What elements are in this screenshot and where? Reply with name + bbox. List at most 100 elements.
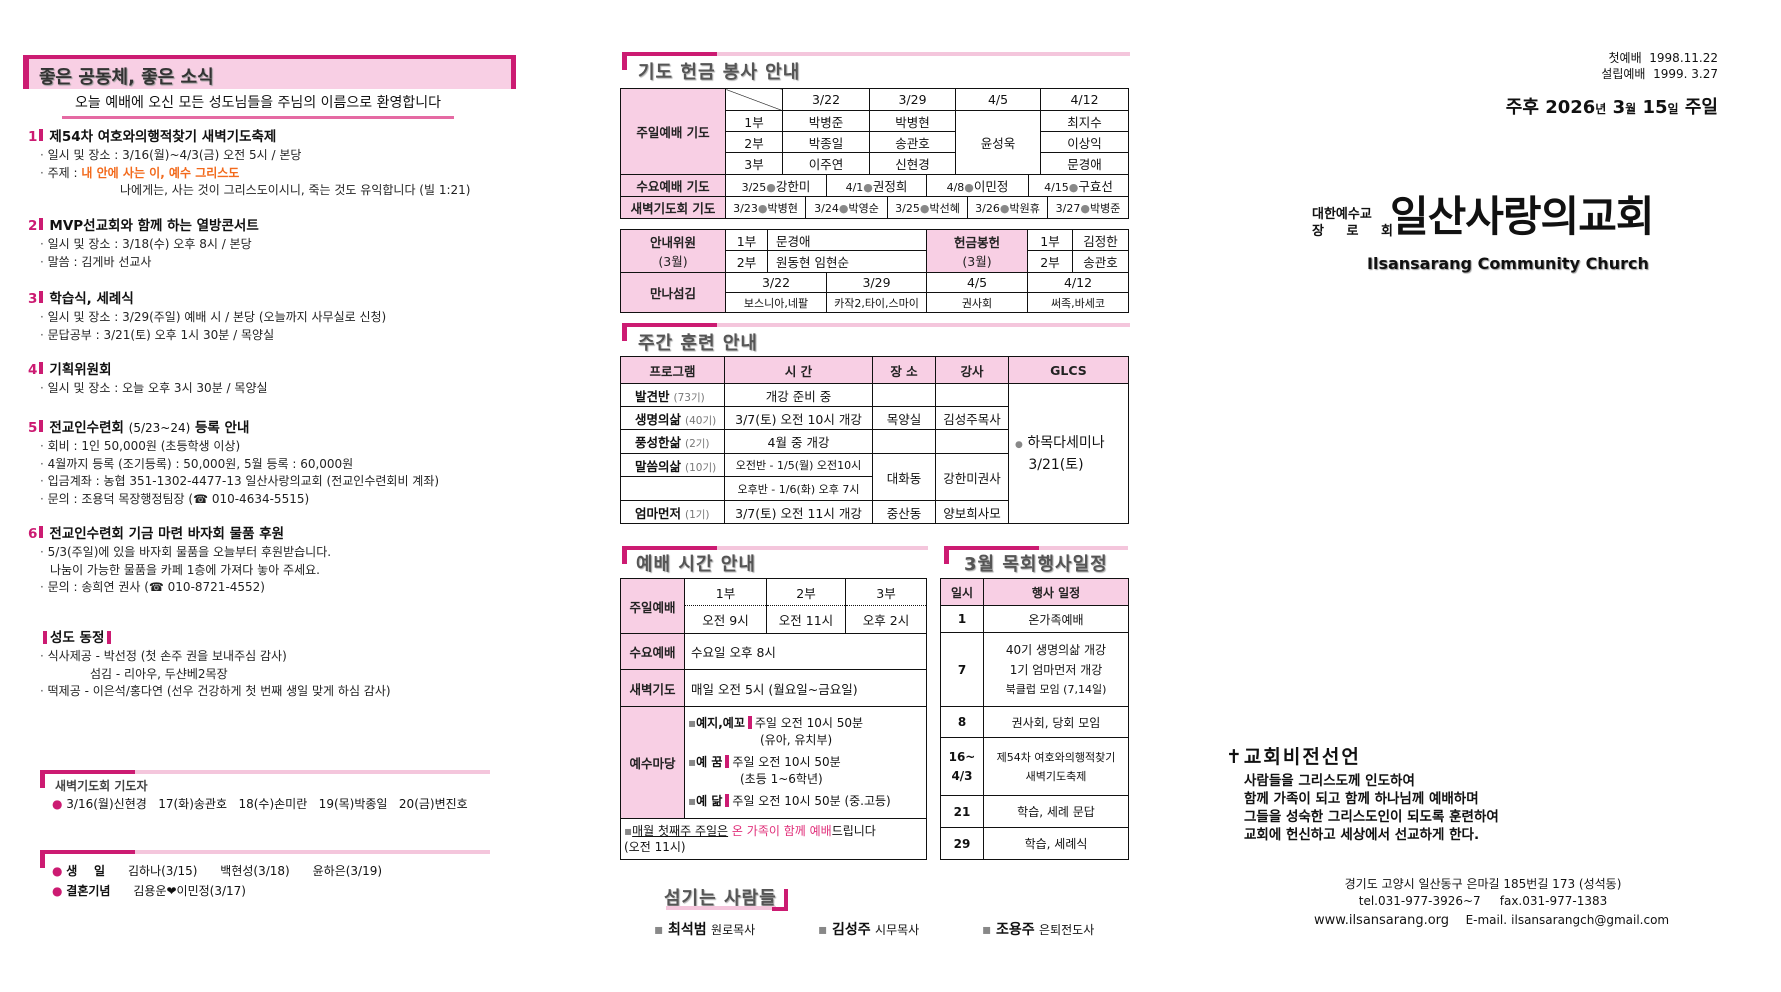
jesus-yard-label: 예수마당 bbox=[620, 706, 685, 819]
birthday-list: 김하나(3/15) 백현성(3/18) 윤하은(3/19) bbox=[127, 864, 383, 878]
program-name: 풍성한삶 (2기) bbox=[620, 429, 725, 454]
item-line: 식사제공 - 박선정 (첫 손주 권을 보내주심 감사) bbox=[28, 648, 528, 666]
item-line: 회비 : 1인 50,000원 (초등학생 이상) bbox=[28, 438, 528, 456]
date-header: 4/5 bbox=[926, 272, 1028, 293]
program-place bbox=[872, 383, 936, 407]
dawn-prayer-cell: 3/24●박영순 bbox=[805, 196, 888, 219]
event-text: 학습, 세례 문답 bbox=[983, 795, 1129, 828]
date-header: 3/29 bbox=[826, 272, 927, 293]
news-header: 좋은 공동체, 좋은 소식 bbox=[23, 55, 516, 89]
service-time: 오전 9시 bbox=[684, 605, 767, 634]
item-number: 6 bbox=[28, 526, 43, 542]
jesus-yard-item: ▪예 닮 주일 오전 10시 50분 (중.고등) bbox=[688, 794, 891, 808]
prayer-name: 최지수 bbox=[1040, 110, 1129, 132]
wednesday-prayer-table: 수요예배 기도 3/25●강한미 4/1●권정희 4/8●이민정 4/15●구효… bbox=[620, 174, 1129, 197]
birthdays: ● 생 일 김하나(3/15) 백현성(3/18) 윤하은(3/19) bbox=[52, 864, 383, 878]
congregation-title: 성도 동정 bbox=[50, 630, 105, 646]
email-link[interactable]: ilsansarangch@gmail.com bbox=[1511, 913, 1670, 927]
table-row: 엄마먼저 (1기) 3/7(토) 오전 11시 개강 중산동 양보희사모 bbox=[620, 500, 1129, 524]
item-title: MVP선교회와 함께 하는 열방콘서트 bbox=[49, 218, 259, 234]
item-number: 3 bbox=[28, 291, 43, 307]
schedule-section-title: 3월 목회행사일정 bbox=[964, 554, 1108, 575]
item-number: 1 bbox=[28, 129, 43, 145]
date-header: 4/12 bbox=[1027, 272, 1129, 293]
empty-cell bbox=[620, 476, 725, 501]
manna-group: 카작2,타이,스마이 bbox=[826, 292, 927, 313]
item-line: 문의 : 송희연 권사 (☎ 010-8721-4552) bbox=[28, 579, 528, 597]
news-item-5: 5 전교인수련회 (5/23~24) 등록 안내 회비 : 1인 50,000원 … bbox=[28, 418, 528, 508]
schedule-table: 일시 행사 일정 1 온가족예배 7 40기 생명의삶 개강 1기 엄마먼저 개강 북클럽… bbox=[940, 578, 1129, 860]
date-header: 3/22 bbox=[725, 272, 827, 293]
jesus-yard-item: ▪예지,예꼬 주일 오전 10시 50분 bbox=[688, 716, 864, 730]
column-header: 시 간 bbox=[724, 356, 873, 384]
item-title: 기획위원회 bbox=[49, 362, 112, 378]
program-name: 엄마먼저 (1기) bbox=[620, 500, 725, 524]
vision-statement: 사람들을 그리스도께 인도하여 함께 가족이 되고 함께 하나님께 예배하며 그… bbox=[1244, 772, 1499, 844]
church-dates: 첫예배 1998.11.22 설립예배 1999. 3.27 bbox=[1601, 50, 1718, 82]
event-text: 온가족예배 bbox=[983, 605, 1129, 633]
service-label: 1부 bbox=[1027, 229, 1073, 251]
column-header: 강사 bbox=[935, 356, 1009, 384]
column-header: 프로그램 bbox=[620, 356, 725, 384]
first-worship-date: 1998.11.22 bbox=[1649, 51, 1718, 65]
program-teacher bbox=[935, 383, 1009, 407]
jesus-yard-item: ▪예 꿈 주일 오전 10시 50분 bbox=[688, 755, 841, 769]
sunday-prayer-label: 주일예배 기도 bbox=[620, 88, 726, 175]
verse: 나에게는, 사는 것이 그리스도이시니, 죽는 것도 유익합니다 (빌 1:21… bbox=[120, 183, 471, 197]
manna-group: 보스니아,네팔 bbox=[725, 292, 827, 313]
program-time: 4월 중 개강 bbox=[724, 429, 873, 454]
fax: fax.031-977-1383 bbox=[1499, 894, 1608, 908]
news-item-1: 1 제54차 여호와의행적찾기 새벽기도축제 일시 및 장소 : 3/16(월)~… bbox=[28, 127, 528, 200]
news-item-6: 6 전교인수련회 기금 마련 바자회 물품 후원 5/3(주일)에 있을 바자회 … bbox=[28, 524, 528, 597]
offering-name: 김정한 bbox=[1072, 229, 1129, 251]
program-place: 대화동 bbox=[872, 453, 936, 501]
telephone: tel.031-977-3926~7 bbox=[1358, 894, 1481, 908]
event-text: 제54차 여호와의행적찾기 새벽기도축제 bbox=[983, 737, 1129, 796]
table-row: 1 온가족예배 bbox=[940, 605, 1129, 633]
website-link[interactable]: www.ilsansarang.org bbox=[1314, 913, 1450, 928]
church-contact: 경기도 고양시 일산동구 은마길 185번길 173 (성석동) tel.031… bbox=[1318, 876, 1648, 910]
event-day: 29 bbox=[940, 827, 984, 860]
offering-label: 헌금봉헌 (3월) bbox=[926, 229, 1028, 273]
event-text: 권사회, 당회 모임 bbox=[983, 706, 1129, 738]
vision-line: 사람들을 그리스도께 인도하여 bbox=[1244, 773, 1415, 789]
usher-offering-table: 안내위원 (3월) 1부 문경애 헌금봉헌 (3월) 1부 김정한 2부 원동현 임… bbox=[620, 229, 1129, 273]
item-line: 문답공부 : 3/21(토) 오후 1시 30분 / 목양실 bbox=[28, 327, 528, 345]
table-row: 8 권사회, 당회 모임 bbox=[940, 706, 1129, 738]
table-row: 발견반 (73기) 개강 준비 중 ● 하목다세미나 3/21(토) bbox=[620, 383, 1129, 524]
event-day: 1 bbox=[940, 605, 984, 633]
service-label: 3부 bbox=[845, 578, 927, 606]
date-header: 3/29 bbox=[869, 88, 956, 111]
denomination-line: 장 로 회 bbox=[1312, 224, 1402, 239]
web-contact: www.ilsansarang.org E-mail. ilsansarangc… bbox=[1314, 913, 1669, 928]
item-number: 2 bbox=[28, 218, 43, 234]
program-time: 오전반 - 1/5(월) 오전10시 bbox=[724, 453, 873, 477]
founding-label: 설립예배 bbox=[1601, 67, 1646, 81]
dawn-prayer-cell: 3/23●박병현 bbox=[725, 196, 806, 219]
sunday-prayer-table: 주일예배 기도 3/22 3/29 4/5 4/12 1부 박병준 박병현 윤성욱 최지… bbox=[620, 88, 1129, 175]
wednesday-prayer-cell: 4/8●이민정 bbox=[926, 174, 1029, 197]
worship-section-title: 예배 시간 안내 bbox=[636, 554, 756, 575]
wedding-list: 김용운❤이민정(3/17) bbox=[133, 884, 246, 898]
usher-names: 문경애 bbox=[767, 229, 927, 251]
training-section-bar bbox=[622, 323, 1130, 341]
theme-label: 주제 : bbox=[47, 165, 78, 180]
program-teacher: 양보희사모 bbox=[935, 500, 1009, 524]
item-line: 말씀 : 김게바 선교사 bbox=[28, 254, 528, 272]
prayer-name: 신현경 bbox=[869, 152, 956, 175]
prayer-section-title: 기도 헌금 봉사 안내 bbox=[638, 62, 801, 83]
date-header: 4/5 bbox=[955, 88, 1041, 111]
congregation-news: 성도 동정 식사제공 - 박선정 (첫 손주 권을 보내주심 감사) 섬김 - … bbox=[28, 628, 528, 701]
service-label: 2부 bbox=[1027, 250, 1073, 273]
denomination-line: 대한예수교 bbox=[1312, 207, 1372, 222]
prayer-name: 이상익 bbox=[1040, 131, 1129, 153]
usher-label: 안내위원 (3월) bbox=[620, 229, 726, 273]
worship-table: 주일예배 1부 2부 3부 오전 9시 오전 11시 오후 2시 수요예배 수요일… bbox=[620, 578, 927, 860]
item-title-dates: (5/23~24) bbox=[128, 421, 191, 435]
table-row: 말씀의삶 (10기) 오전반 - 1/5(월) 오전10시 대화동 강한미권사 bbox=[620, 453, 1129, 501]
jesus-yard-sub: (유아, 유치부) bbox=[760, 733, 833, 747]
news-item-2: 2 MVP선교회와 함께 하는 열방콘서트 일시 및 장소 : 3/18(수) 오… bbox=[28, 216, 528, 271]
dawn-prayer-cell: 3/25●박선혜 bbox=[887, 196, 968, 219]
item-line: 일시 및 장소 : 3/18(수) 오후 8시 / 본당 bbox=[28, 236, 528, 254]
dawn-worship-time: 매일 오전 5시 (월요일~금요일) bbox=[684, 669, 927, 707]
